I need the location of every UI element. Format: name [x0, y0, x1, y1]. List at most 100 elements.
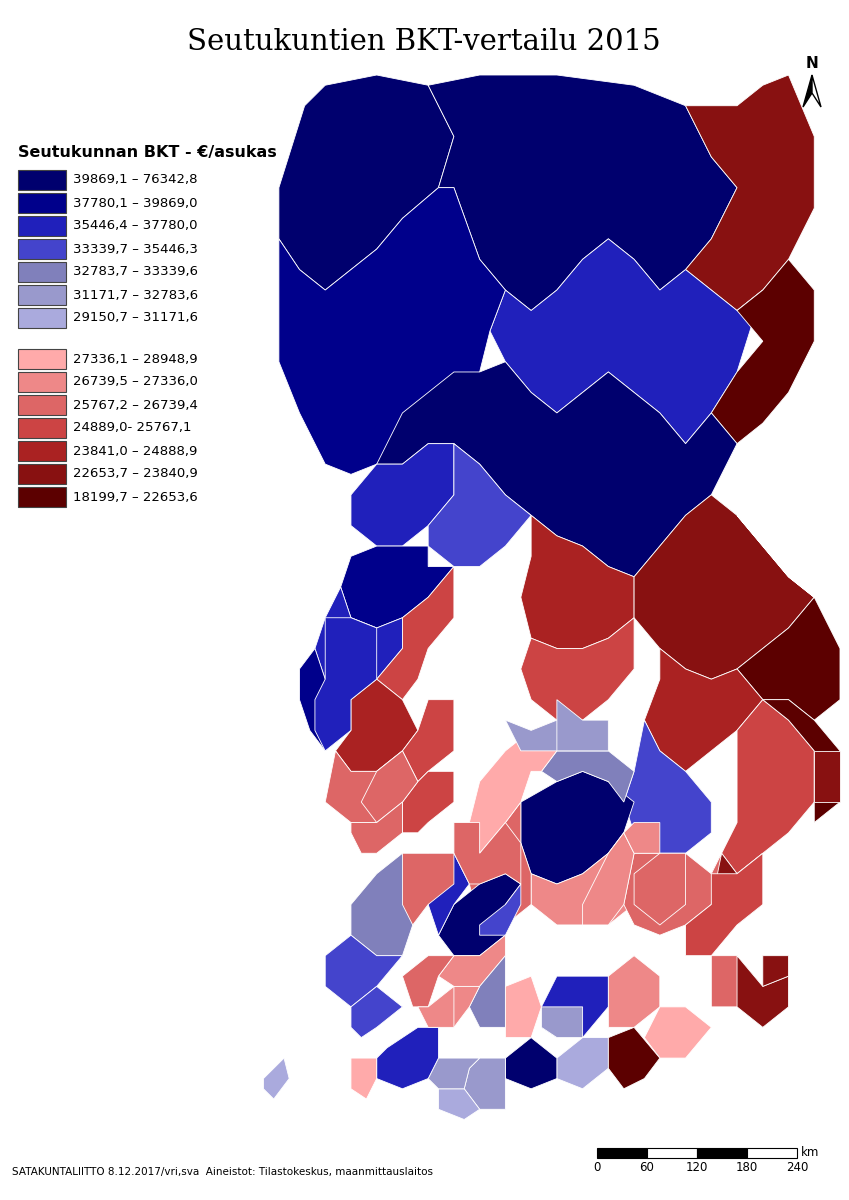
Polygon shape — [315, 618, 377, 751]
Polygon shape — [351, 853, 428, 955]
Bar — [18, 284, 66, 305]
Bar — [18, 193, 66, 214]
Polygon shape — [542, 1007, 582, 1038]
Polygon shape — [300, 648, 351, 751]
Polygon shape — [351, 1058, 377, 1099]
Text: 120: 120 — [686, 1162, 708, 1174]
Bar — [18, 239, 66, 259]
Polygon shape — [278, 74, 454, 290]
Text: 180: 180 — [736, 1162, 758, 1174]
Polygon shape — [803, 74, 812, 107]
Polygon shape — [402, 700, 454, 781]
Polygon shape — [685, 74, 814, 311]
Bar — [18, 464, 66, 484]
Polygon shape — [634, 494, 814, 679]
Bar — [18, 216, 66, 236]
Text: 24889,0- 25767,1: 24889,0- 25767,1 — [73, 421, 192, 434]
Polygon shape — [418, 986, 454, 1027]
Polygon shape — [278, 187, 505, 474]
Polygon shape — [402, 955, 454, 1007]
Polygon shape — [644, 1007, 711, 1058]
Polygon shape — [711, 259, 814, 444]
Polygon shape — [402, 772, 454, 833]
Polygon shape — [480, 884, 520, 935]
Polygon shape — [325, 751, 402, 822]
Polygon shape — [402, 853, 454, 925]
Polygon shape — [438, 935, 505, 986]
Text: 22653,7 – 23840,9: 22653,7 – 23840,9 — [73, 468, 198, 480]
Text: 39869,1 – 76342,8: 39869,1 – 76342,8 — [73, 174, 198, 186]
Bar — [747, 1148, 797, 1158]
Text: 32783,7 – 33339,6: 32783,7 – 33339,6 — [73, 265, 198, 278]
Text: 29150,7 – 31171,6: 29150,7 – 31171,6 — [73, 312, 198, 324]
Bar — [18, 440, 66, 461]
Bar — [697, 1148, 747, 1158]
Polygon shape — [557, 700, 609, 751]
Polygon shape — [351, 802, 402, 853]
Bar — [18, 395, 66, 415]
Polygon shape — [762, 700, 840, 822]
Polygon shape — [624, 720, 711, 853]
Bar — [18, 262, 66, 282]
Polygon shape — [505, 1038, 557, 1088]
Polygon shape — [469, 720, 557, 853]
Text: 18199,7 – 22653,6: 18199,7 – 22653,6 — [73, 491, 198, 504]
Text: 60: 60 — [639, 1162, 655, 1174]
Polygon shape — [315, 587, 402, 700]
Polygon shape — [325, 935, 402, 1007]
Polygon shape — [377, 361, 737, 577]
Text: 25767,2 – 26739,4: 25767,2 – 26739,4 — [73, 398, 198, 412]
Polygon shape — [520, 772, 634, 884]
Bar — [18, 170, 66, 190]
Polygon shape — [762, 955, 789, 986]
Polygon shape — [469, 955, 505, 1027]
Polygon shape — [428, 74, 737, 311]
Polygon shape — [469, 802, 531, 925]
Polygon shape — [711, 853, 762, 925]
Polygon shape — [609, 1027, 660, 1088]
Polygon shape — [812, 74, 821, 107]
Polygon shape — [685, 853, 762, 955]
Polygon shape — [362, 751, 418, 822]
Polygon shape — [634, 853, 685, 925]
Polygon shape — [490, 239, 762, 444]
Text: 27336,1 – 28948,9: 27336,1 – 28948,9 — [73, 353, 198, 366]
Polygon shape — [609, 955, 660, 1027]
Polygon shape — [263, 1058, 290, 1099]
Polygon shape — [340, 546, 454, 628]
Polygon shape — [737, 955, 789, 1027]
Polygon shape — [722, 700, 814, 874]
Polygon shape — [711, 955, 762, 1007]
Text: 26739,5 – 27336,0: 26739,5 – 27336,0 — [73, 376, 198, 389]
Text: Seutukuntien BKT-vertailu 2015: Seutukuntien BKT-vertailu 2015 — [187, 28, 661, 56]
Polygon shape — [557, 1038, 609, 1088]
Bar — [18, 487, 66, 506]
Polygon shape — [428, 444, 531, 566]
Bar — [647, 1148, 697, 1158]
Text: 35446,4 – 37780,0: 35446,4 – 37780,0 — [73, 220, 198, 233]
Polygon shape — [505, 720, 609, 751]
Polygon shape — [454, 822, 520, 884]
Polygon shape — [624, 822, 660, 853]
Bar — [597, 1148, 647, 1158]
Bar — [18, 418, 66, 438]
Polygon shape — [542, 976, 609, 1038]
Text: Seutukunnan BKT - €/asukas: Seutukunnan BKT - €/asukas — [18, 145, 277, 160]
Polygon shape — [505, 976, 542, 1038]
Text: SATAKUNTALIITTO 8.12.2017/vri,sva  Aineistot: Tilastokeskus, maanmittauslaitos: SATAKUNTALIITTO 8.12.2017/vri,sva Aineis… — [12, 1166, 433, 1177]
Text: 240: 240 — [786, 1162, 808, 1174]
Polygon shape — [644, 648, 762, 772]
Text: 0: 0 — [593, 1162, 601, 1174]
Polygon shape — [438, 874, 520, 955]
Polygon shape — [814, 751, 840, 802]
Polygon shape — [377, 1027, 438, 1088]
Bar — [18, 349, 66, 370]
Text: 37780,1 – 39869,0: 37780,1 – 39869,0 — [73, 197, 198, 210]
Polygon shape — [428, 853, 469, 935]
Text: 31171,7 – 32783,6: 31171,7 – 32783,6 — [73, 288, 198, 301]
Polygon shape — [351, 444, 454, 546]
Polygon shape — [464, 1058, 505, 1109]
Text: 23841,0 – 24888,9: 23841,0 – 24888,9 — [73, 444, 197, 457]
Polygon shape — [582, 833, 634, 925]
Polygon shape — [520, 515, 634, 648]
